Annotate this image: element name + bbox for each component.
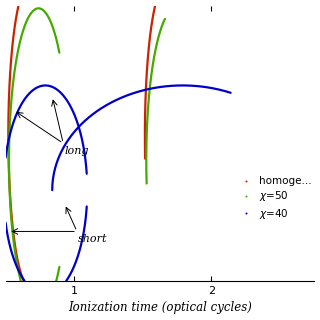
X-axis label: Ionization time (optical cycles): Ionization time (optical cycles) [68,301,252,315]
Text: short: short [78,234,108,244]
Legend: homoge..., $\chi$=50, $\chi$=40: homoge..., $\chi$=50, $\chi$=40 [232,172,316,225]
Text: long: long [65,146,89,156]
